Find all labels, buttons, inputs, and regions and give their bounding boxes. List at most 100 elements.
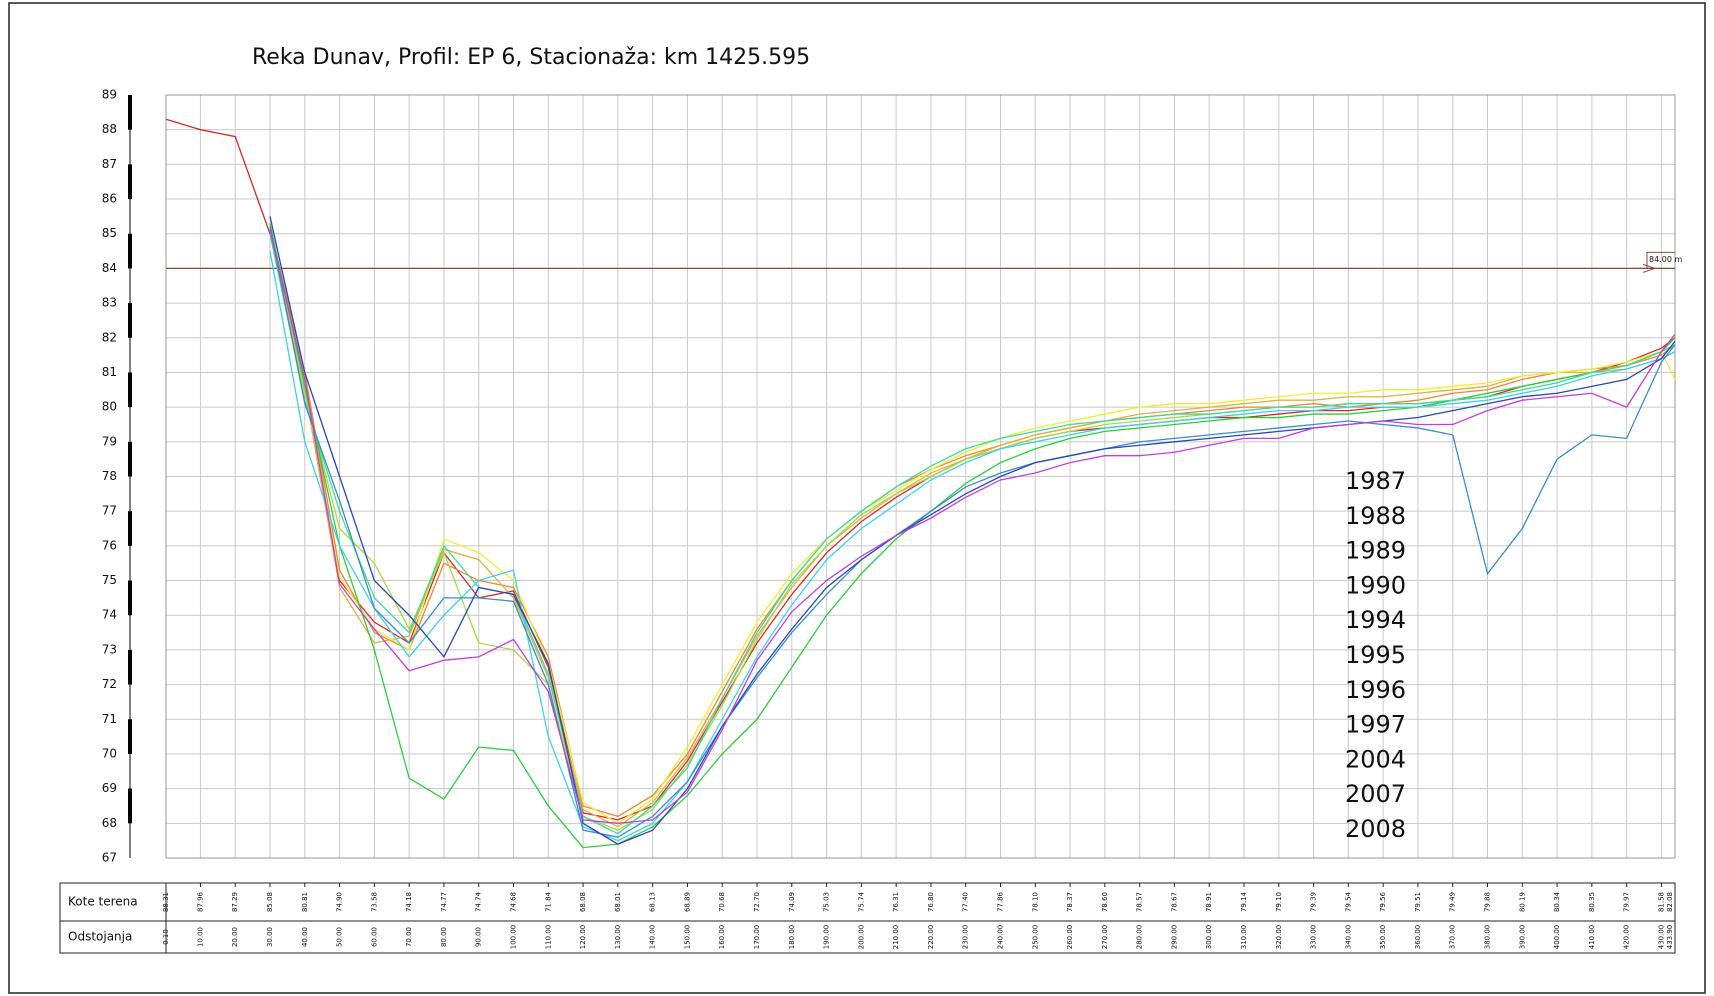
x-tick-label: 320.00	[1275, 925, 1283, 950]
y-tick-label: 69	[102, 781, 117, 795]
terrain-label: 80.35	[1588, 892, 1596, 912]
x-tick-label: 280.00	[1136, 925, 1144, 950]
y-tick-label: 83	[102, 296, 117, 310]
y-tick-label: 76	[102, 538, 117, 552]
terrain-label: 78.10	[1031, 892, 1039, 912]
x-tick-label: 300.00	[1205, 925, 1213, 950]
terrain-label: 79.49	[1449, 892, 1457, 912]
y-tick-label: 75	[102, 573, 117, 587]
y-tick-label: 87	[102, 157, 117, 171]
terrain-label: 78.91	[1205, 892, 1213, 912]
terrain-label: 74.77	[440, 892, 448, 912]
y-tick-label: 86	[102, 192, 117, 206]
terrain-label: 72.70	[753, 892, 761, 912]
x-tick-label: 240.00	[997, 925, 1005, 950]
x-tick-label: 40.00	[301, 927, 309, 947]
terrain-label: 68.13	[649, 892, 657, 912]
terrain-label: 78.67	[1170, 892, 1178, 912]
x-tick-label: 350.00	[1379, 925, 1387, 950]
y-tick-label: 82	[102, 330, 117, 344]
x-tick-label: 433.90	[1666, 925, 1674, 950]
terrain-label: 71.84	[544, 891, 552, 912]
table-border	[59, 882, 1676, 954]
terrain-label: 70.68	[718, 892, 726, 912]
y-tick-label: 89	[102, 88, 117, 102]
terrain-label: 79.10	[1275, 892, 1283, 912]
x-tick-label: 260.00	[1066, 925, 1074, 950]
terrain-label: 82.08	[1666, 892, 1674, 912]
legend-label: 1987	[1345, 467, 1406, 495]
x-tick-label: 360.00	[1414, 925, 1422, 950]
legend-label: 1989	[1345, 537, 1406, 565]
x-tick-label: 220.00	[927, 925, 935, 950]
reference-label: 84.00 m	[1649, 255, 1682, 264]
x-tick-label: 290.00	[1170, 925, 1178, 950]
x-tick-label: 80.00	[440, 927, 448, 947]
x-tick-label: 140.00	[649, 925, 657, 950]
terrain-label: 78.60	[1101, 892, 1109, 912]
series-line	[269, 216, 1676, 845]
x-tick-label: 170.00	[753, 925, 761, 950]
y-tick-label: 71	[102, 712, 117, 726]
terrain-label: 76.31	[892, 892, 900, 912]
terrain-label: 81.58	[1657, 892, 1665, 912]
legend-label: 1997	[1345, 711, 1406, 739]
y-tick-label: 68	[102, 816, 117, 830]
terrain-label: 87.29	[231, 892, 239, 912]
terrain-label: 79.88	[1484, 892, 1492, 912]
terrain-label: 88.31	[162, 892, 170, 912]
x-tick-label: 410.00	[1588, 925, 1596, 950]
x-tick-label: 10.00	[196, 927, 204, 947]
y-tick-label: 67	[102, 851, 117, 865]
x-tick-label: 330.00	[1310, 925, 1318, 950]
x-tick-label: 150.00	[683, 925, 691, 950]
series-line	[269, 226, 1676, 838]
y-tick-label: 84	[102, 261, 117, 275]
series-line	[269, 233, 1676, 828]
series-line	[269, 230, 1676, 825]
x-tick-label: 130.00	[614, 925, 622, 950]
plot-border	[165, 94, 1676, 859]
x-tick-label: 310.00	[1240, 925, 1248, 950]
y-tick-label: 79	[102, 434, 117, 448]
terrain-label: 77.86	[997, 891, 1005, 912]
terrain-label: 75.74	[857, 891, 865, 912]
legend-label: 1996	[1345, 676, 1406, 704]
series-line	[269, 233, 1676, 835]
legend-label: 2007	[1345, 780, 1406, 808]
x-tick-label: 70.00	[405, 927, 413, 947]
y-tick-label: 74	[102, 608, 117, 622]
x-tick-label: 50.00	[336, 927, 344, 947]
series-line	[269, 226, 1676, 818]
frame	[8, 2, 1706, 994]
x-tick-label: 340.00	[1344, 925, 1352, 950]
terrain-label: 79.14	[1240, 891, 1248, 912]
legend-label: 1990	[1345, 571, 1406, 599]
terrain-label: 80.19	[1518, 892, 1526, 912]
series-line	[269, 233, 1676, 831]
x-tick-label: 100.00	[510, 925, 518, 950]
terrain-label: 68.08	[579, 892, 587, 912]
x-tick-label: 210.00	[892, 925, 900, 950]
x-tick-label: 120.00	[579, 925, 587, 950]
terrain-label: 73.58	[370, 892, 378, 912]
x-tick-label: 160.00	[718, 925, 726, 950]
x-tick-label: 380.00	[1484, 925, 1492, 950]
reference-arrow	[1635, 251, 1675, 273]
x-tick-label: 200.00	[857, 925, 865, 950]
legend-label: 2008	[1345, 815, 1406, 843]
y-tick-label: 85	[102, 226, 117, 240]
x-tick-label: 20.00	[231, 927, 239, 947]
x-tick-label: 230.00	[962, 925, 970, 950]
legend-label: 1994	[1345, 606, 1406, 634]
terrain-label: 79.39	[1310, 892, 1318, 912]
y-tick-label: 80	[102, 400, 117, 414]
x-tick-label: 430.00	[1657, 925, 1665, 950]
x-tick-label: 90.00	[475, 927, 483, 947]
series-line	[269, 230, 1676, 824]
terrain-label: 87.96	[196, 891, 204, 912]
x-tick-label: 0.10	[162, 929, 170, 945]
x-tick-label: 370.00	[1449, 925, 1457, 950]
table-row-label: Odstojanja	[68, 930, 132, 944]
terrain-label: 79.97	[1623, 892, 1631, 912]
